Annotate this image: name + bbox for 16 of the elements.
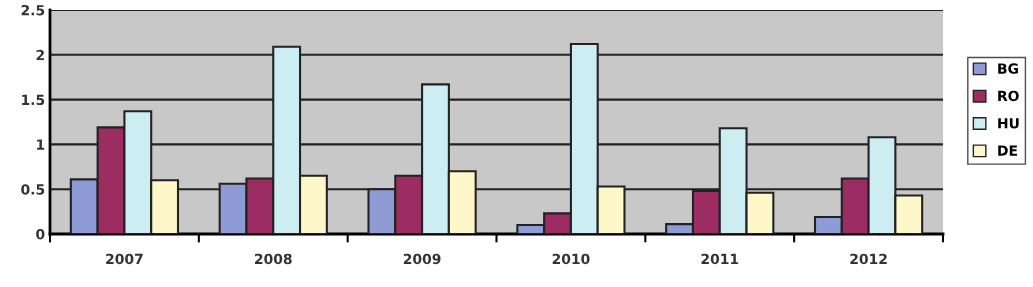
legend-label: HU	[998, 118, 1019, 129]
x-tick-label: 2011	[701, 253, 739, 265]
y-tick-label: 0.5	[21, 184, 45, 195]
y-tick-label: 1	[37, 139, 45, 150]
legend-label: BG	[998, 63, 1018, 74]
y-tick-label: 2.5	[21, 4, 45, 16]
x-tick-label: 2007	[106, 253, 143, 265]
x-tick-label: 2012	[850, 253, 887, 265]
x-tick-label: 2008	[255, 253, 292, 265]
y-tick-label: 0	[36, 228, 45, 240]
x-tick-label: 2009	[403, 253, 441, 265]
y-tick-label: 1.5	[22, 94, 45, 106]
x-tick-label: 2010	[552, 253, 590, 265]
legend-label: DE	[998, 145, 1017, 156]
y-tick-label: 2	[36, 49, 44, 61]
legend-label: RO	[998, 90, 1019, 102]
